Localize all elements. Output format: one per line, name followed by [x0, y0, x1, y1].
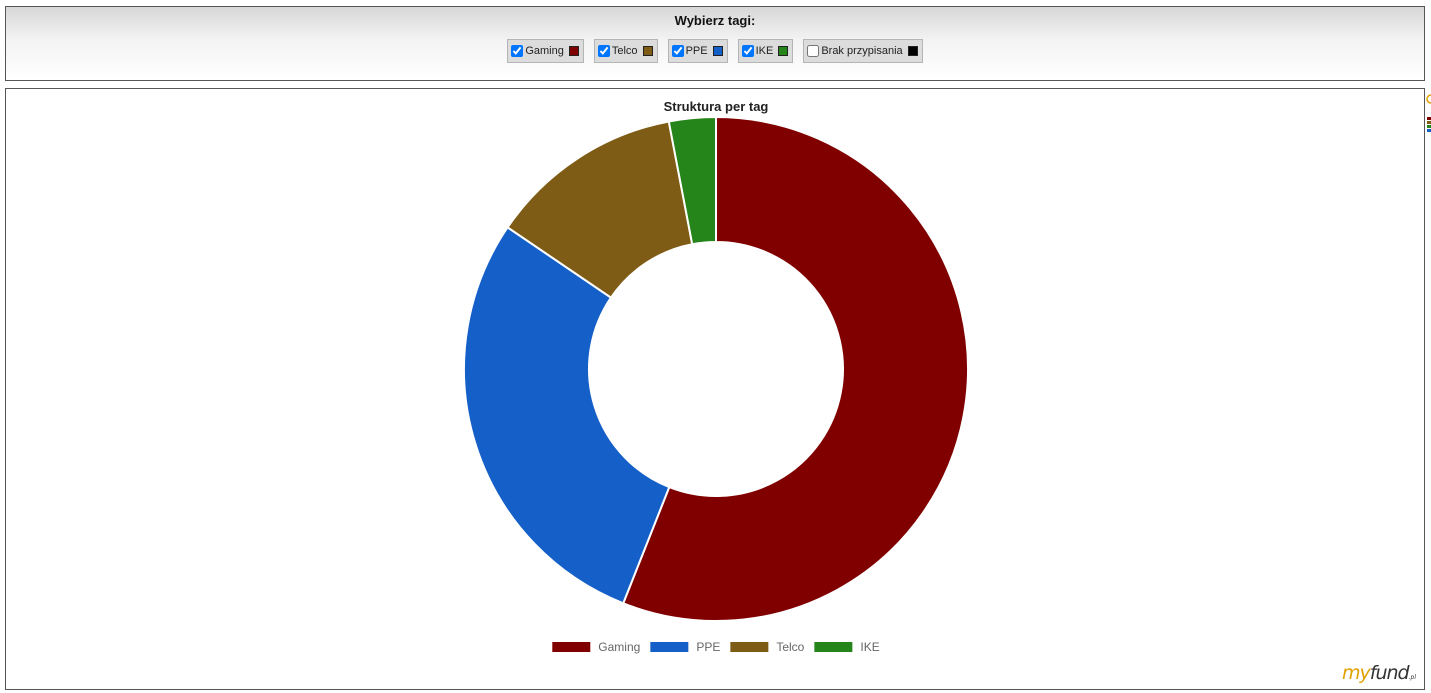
legend-item-telco[interactable]: Telco [730, 640, 805, 654]
telco-label: Telco [611, 45, 638, 57]
chart-panel: Struktura per tag Gaming PPE Telco IKE myfu… [5, 88, 1425, 690]
myfund-logo: myfund.pl [1342, 662, 1416, 684]
legend-swatch [650, 642, 689, 652]
legend-label: Gaming [598, 640, 640, 654]
brak-przypisania-checkbox[interactable] [807, 45, 820, 57]
brak-przypisania-label: Brak przypisania [821, 45, 903, 57]
legend-swatch [730, 642, 769, 652]
chart-title: Struktura per tag [664, 99, 769, 114]
legend-label: IKE [860, 640, 879, 654]
chart-legend: Gaming PPE Telco IKE [552, 640, 880, 654]
donut-slices [463, 115, 969, 622]
gaming-label: Gaming [525, 45, 564, 57]
logo-fund-text: fund [1369, 662, 1410, 684]
legend-item-ike[interactable]: IKE [814, 640, 880, 654]
side-widget-icon[interactable] [1426, 93, 1431, 141]
ike-label: IKE [755, 45, 774, 57]
tag-selector-title: Wybierz tagi: [674, 13, 756, 28]
ike-color-swatch [778, 46, 789, 56]
tag-option-gaming[interactable]: Gaming [507, 39, 584, 63]
logo-suffix-text: .pl [1408, 674, 1416, 681]
tag-option-ike[interactable]: IKE [737, 39, 794, 63]
tag-option-telco[interactable]: Telco [593, 39, 658, 63]
telco-color-swatch [642, 46, 653, 56]
legend-item-ppe[interactable]: PPE [650, 640, 720, 654]
ppe-checkbox[interactable] [671, 45, 684, 57]
legend-swatch [814, 642, 853, 652]
slice-ike[interactable] [667, 115, 717, 246]
donut-chart: Struktura per tag Gaming PPE Telco IKE [463, 99, 969, 654]
slice-ppe[interactable] [463, 225, 671, 605]
legend-swatch [552, 642, 591, 652]
ike-checkbox[interactable] [741, 45, 754, 57]
slice-gaming[interactable] [621, 115, 969, 622]
legend-label: PPE [696, 640, 720, 654]
legend-item-gaming[interactable]: Gaming [552, 640, 640, 654]
tag-checkbox-row: Gaming Telco PPE IKE Brak przypisania [6, 39, 1424, 63]
tag-selector-panel: Wybierz tagi: Gaming Telco PPE IKE Brak … [5, 6, 1425, 81]
gaming-checkbox[interactable] [511, 45, 524, 57]
logo-my-text: my [1342, 662, 1371, 684]
gaming-color-swatch [568, 46, 579, 56]
brak-przypisania-color-swatch [907, 46, 918, 56]
legend-label: Telco [776, 640, 804, 654]
telco-checkbox[interactable] [597, 45, 610, 57]
ppe-label: PPE [685, 45, 708, 57]
ppe-color-swatch [712, 46, 723, 56]
tag-option-brak-przypisania[interactable]: Brak przypisania [803, 39, 923, 63]
tag-option-ppe[interactable]: PPE [667, 39, 728, 63]
